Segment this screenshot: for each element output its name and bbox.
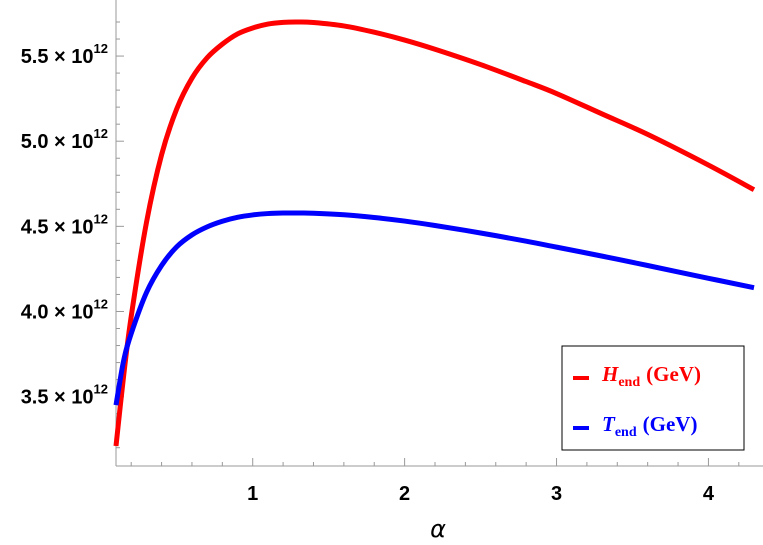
legend-sub-h-end: end xyxy=(618,375,640,390)
legend-entry-t-end: Tend (GeV) xyxy=(573,412,697,440)
legend-box xyxy=(561,345,745,451)
axes xyxy=(115,0,763,467)
legend-entry-h-end: Hend (GeV) xyxy=(573,362,701,390)
legend-unit-h-end: (GeV) xyxy=(646,362,701,386)
x-axis-title: α xyxy=(430,515,446,543)
y-tick-label: 5.0 × 1012 xyxy=(21,126,108,153)
plot-lines xyxy=(113,19,756,447)
x-tick-label: 4 xyxy=(703,483,715,505)
x-tick-label: 3 xyxy=(551,483,562,505)
legend-label-h-end: Hend (GeV) xyxy=(601,362,701,390)
x-tick-label: 2 xyxy=(399,483,410,505)
legend-sub-t-end: end xyxy=(615,425,637,440)
y-tick-label: 5.5 × 1012 xyxy=(21,41,108,68)
legend-main-h-end: H xyxy=(601,362,619,386)
x-tick-label: 1 xyxy=(247,483,258,505)
series-line-h-end xyxy=(113,19,756,447)
legend: Hend (GeV) Tend (GeV) xyxy=(561,345,745,451)
ticks xyxy=(116,21,740,466)
y-tick-label: 3.5 × 1012 xyxy=(21,382,108,409)
y-tick-label: 4.0 × 1012 xyxy=(21,296,108,323)
legend-unit-t-end: (GeV) xyxy=(643,412,698,436)
y-tick-label: 4.5 × 1012 xyxy=(21,211,108,238)
legend-main-t-end: T xyxy=(602,412,616,436)
tick-labels: 1 2 3 4 3.5 × 1012 4.0 × 1012 4.5 × 1012 5.0 × … xyxy=(21,41,715,505)
legend-label-t-end: Tend (GeV) xyxy=(602,412,697,440)
series-line-t-end xyxy=(113,210,755,406)
